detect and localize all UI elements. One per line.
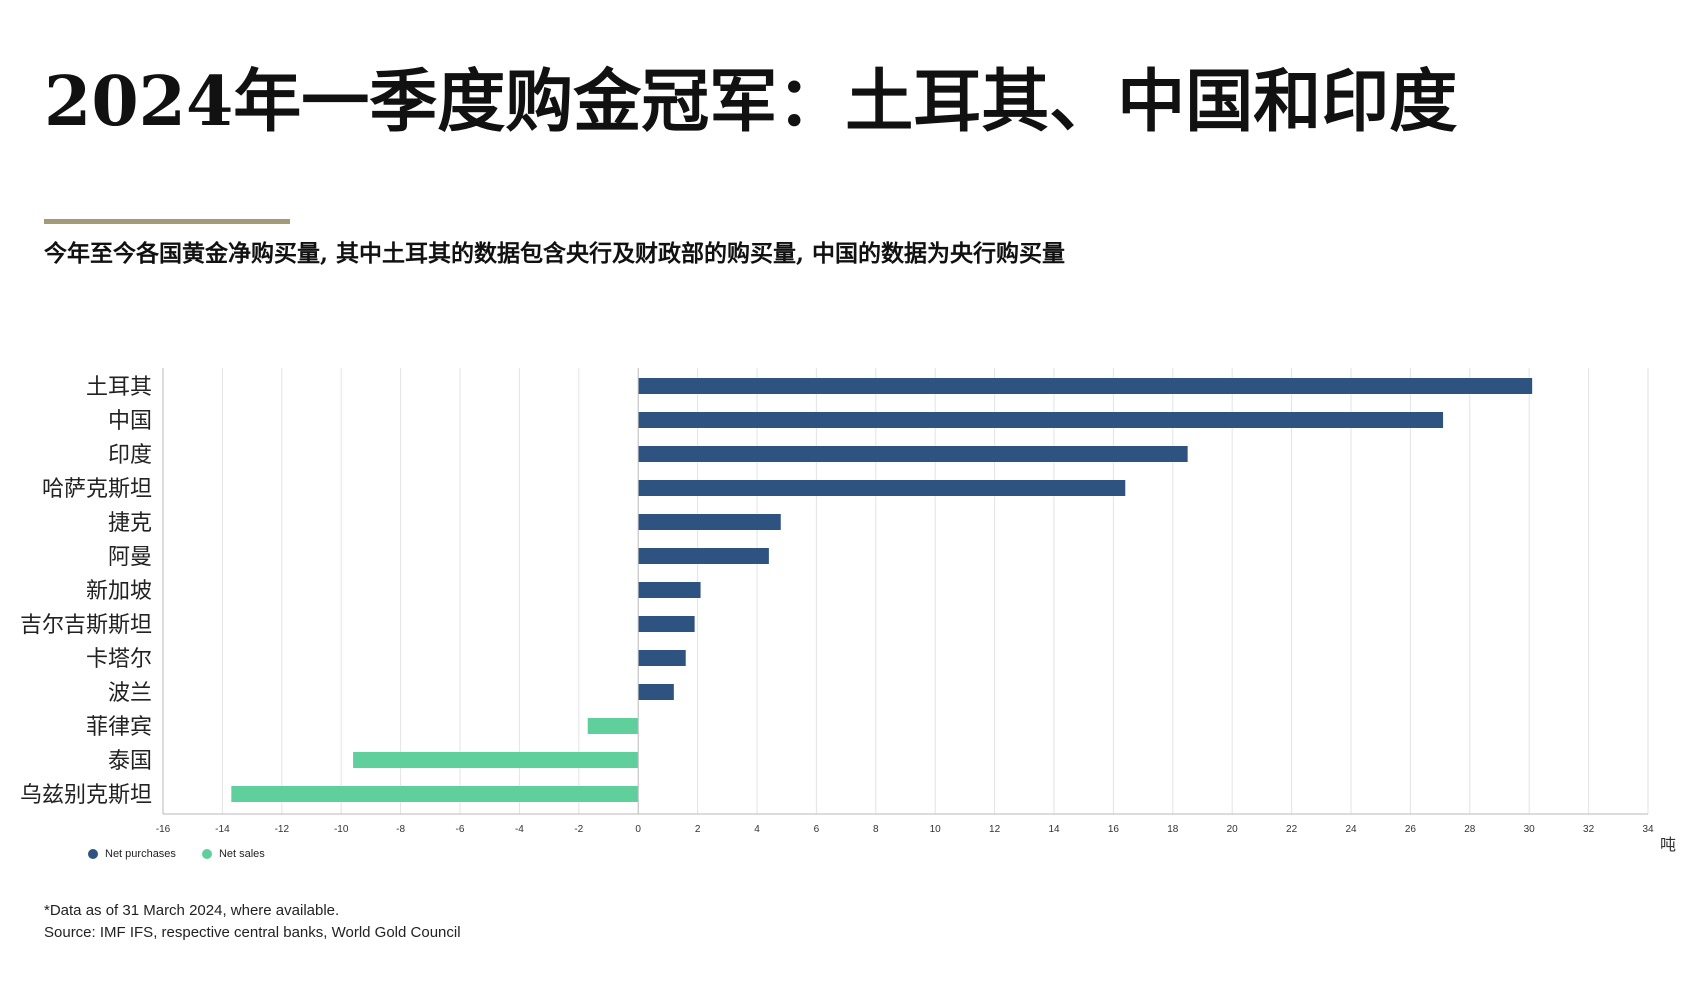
x-tick-label: -16 <box>156 824 171 835</box>
x-tick-label: 28 <box>1464 824 1476 835</box>
category-label: 新加坡 <box>86 579 152 604</box>
x-tick-label: -14 <box>215 824 230 835</box>
x-tick-label: -2 <box>574 824 583 835</box>
category-label: 吉尔吉斯斯坦 <box>20 613 152 638</box>
bar <box>638 378 1533 394</box>
bar <box>638 446 1188 462</box>
x-tick-label: -12 <box>275 824 290 835</box>
category-label: 中国 <box>108 409 152 434</box>
bar <box>587 718 639 734</box>
category-label: 阿曼 <box>108 545 152 570</box>
net-sales-dot <box>201 849 212 859</box>
x-tick-label: 6 <box>814 824 820 835</box>
bar <box>353 752 639 768</box>
note-date: *Data as of 31 March 2024, where availab… <box>44 902 340 919</box>
x-tick-label: 14 <box>1048 824 1060 835</box>
bar <box>638 684 674 700</box>
category-label: 乌兹别克斯坦 <box>20 783 152 808</box>
legend: Net purchases Net sales <box>88 848 291 860</box>
bar <box>638 616 695 632</box>
bar <box>638 650 686 666</box>
x-tick-label: -10 <box>334 824 349 835</box>
x-tick-label: 8 <box>873 824 879 835</box>
category-label: 印度 <box>108 443 152 468</box>
bar <box>638 582 701 598</box>
legend-item-net-sales: Net sales <box>201 848 265 860</box>
x-tick-label: 12 <box>989 824 1001 835</box>
x-unit-label: 吨 <box>1660 835 1676 854</box>
x-tick-label: 16 <box>1108 824 1120 835</box>
x-tick-label: 20 <box>1227 824 1239 835</box>
x-tick-label: -6 <box>456 824 465 835</box>
x-tick-label: 34 <box>1642 824 1654 835</box>
accent-rule <box>44 219 290 224</box>
x-tick-label: 32 <box>1583 824 1595 835</box>
x-tick-label: 2 <box>695 824 701 835</box>
legend-label-net-sales: Net sales <box>218 848 265 860</box>
x-tick-label: 10 <box>930 824 942 835</box>
note-source: Source: IMF IFS, respective central bank… <box>44 924 461 941</box>
category-label: 波兰 <box>108 681 152 706</box>
category-label: 捷克 <box>108 511 152 536</box>
x-tick-label: 22 <box>1286 824 1298 835</box>
bar <box>638 412 1444 428</box>
category-label: 菲律宾 <box>86 715 152 740</box>
category-label: 土耳其 <box>86 375 152 400</box>
bar <box>638 514 781 530</box>
notes: *Data as of 31 March 2024, where availab… <box>44 900 461 944</box>
x-tick-label: 30 <box>1524 824 1536 835</box>
legend-label-net-purchases: Net purchases <box>105 848 176 860</box>
x-tick-label: -4 <box>515 824 524 835</box>
bar <box>638 480 1126 496</box>
x-tick-label: 4 <box>754 824 760 835</box>
chart-subtitle: 今年至今各国黄金净购买量, 其中土耳其的数据包含央行及财政部的购买量, 中国的数… <box>44 240 1066 267</box>
bar <box>231 786 639 802</box>
net-purchases-dot <box>88 849 98 859</box>
x-tick-label: 18 <box>1167 824 1179 835</box>
x-tick-label: -8 <box>396 824 405 835</box>
chart-title: 2024年一季度购金冠军：土耳其、中国和印度 <box>44 62 1458 142</box>
x-tick-label: 24 <box>1345 824 1357 835</box>
x-tick-label: 0 <box>635 824 641 835</box>
legend-item-net-purchases: Net purchases <box>88 848 176 860</box>
category-label: 哈萨克斯坦 <box>42 477 152 502</box>
category-label: 泰国 <box>108 749 152 774</box>
category-label: 卡塔尔 <box>86 647 152 672</box>
x-tick-label: 26 <box>1405 824 1417 835</box>
bar <box>638 548 769 564</box>
